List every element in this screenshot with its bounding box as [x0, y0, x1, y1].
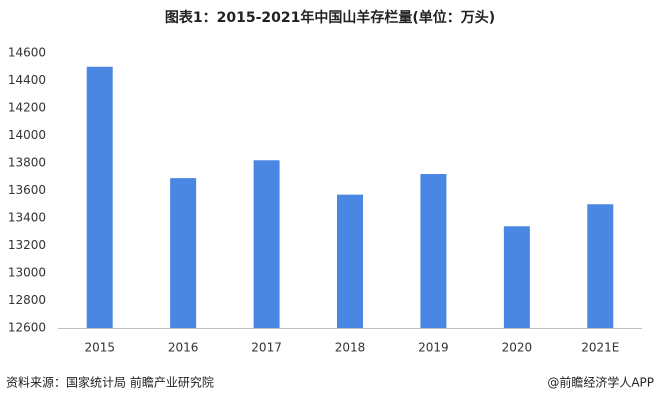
source-note: 资料来源：国家统计局 前瞻产业研究院 [6, 375, 214, 390]
x-tick-label: 2015 [84, 341, 115, 355]
bar [253, 160, 280, 328]
x-tick-label: 2018 [335, 341, 366, 355]
x-tick-label: 2020 [502, 341, 533, 355]
y-tick-label: 14400 [8, 73, 46, 87]
x-tick-label: 2016 [168, 341, 199, 355]
bar [170, 178, 197, 328]
bar [420, 174, 447, 328]
chart-title: 图表1：2015-2021年中国山羊存栏量(单位：万头) [165, 9, 495, 26]
bar [587, 204, 614, 328]
bar [337, 194, 363, 328]
x-tick-label: 2019 [418, 341, 449, 355]
credit: @前瞻经济学人APP [547, 375, 654, 390]
y-tick-label: 14600 [8, 46, 46, 60]
y-tick-label: 12600 [8, 321, 46, 335]
y-tick-label: 13600 [8, 183, 46, 197]
y-tick-label: 13800 [8, 156, 46, 170]
y-tick-label: 12800 [8, 293, 46, 307]
bar [503, 226, 530, 328]
y-tick-label: 13400 [8, 211, 46, 225]
bar [86, 66, 113, 328]
y-tick-label: 14200 [8, 101, 46, 115]
y-tick-label: 13000 [8, 266, 46, 280]
x-tick-label: 2021E [581, 341, 619, 355]
y-tick-label: 13200 [8, 238, 46, 252]
x-tick-label: 2017 [251, 341, 282, 355]
y-tick-label: 14000 [8, 128, 46, 142]
